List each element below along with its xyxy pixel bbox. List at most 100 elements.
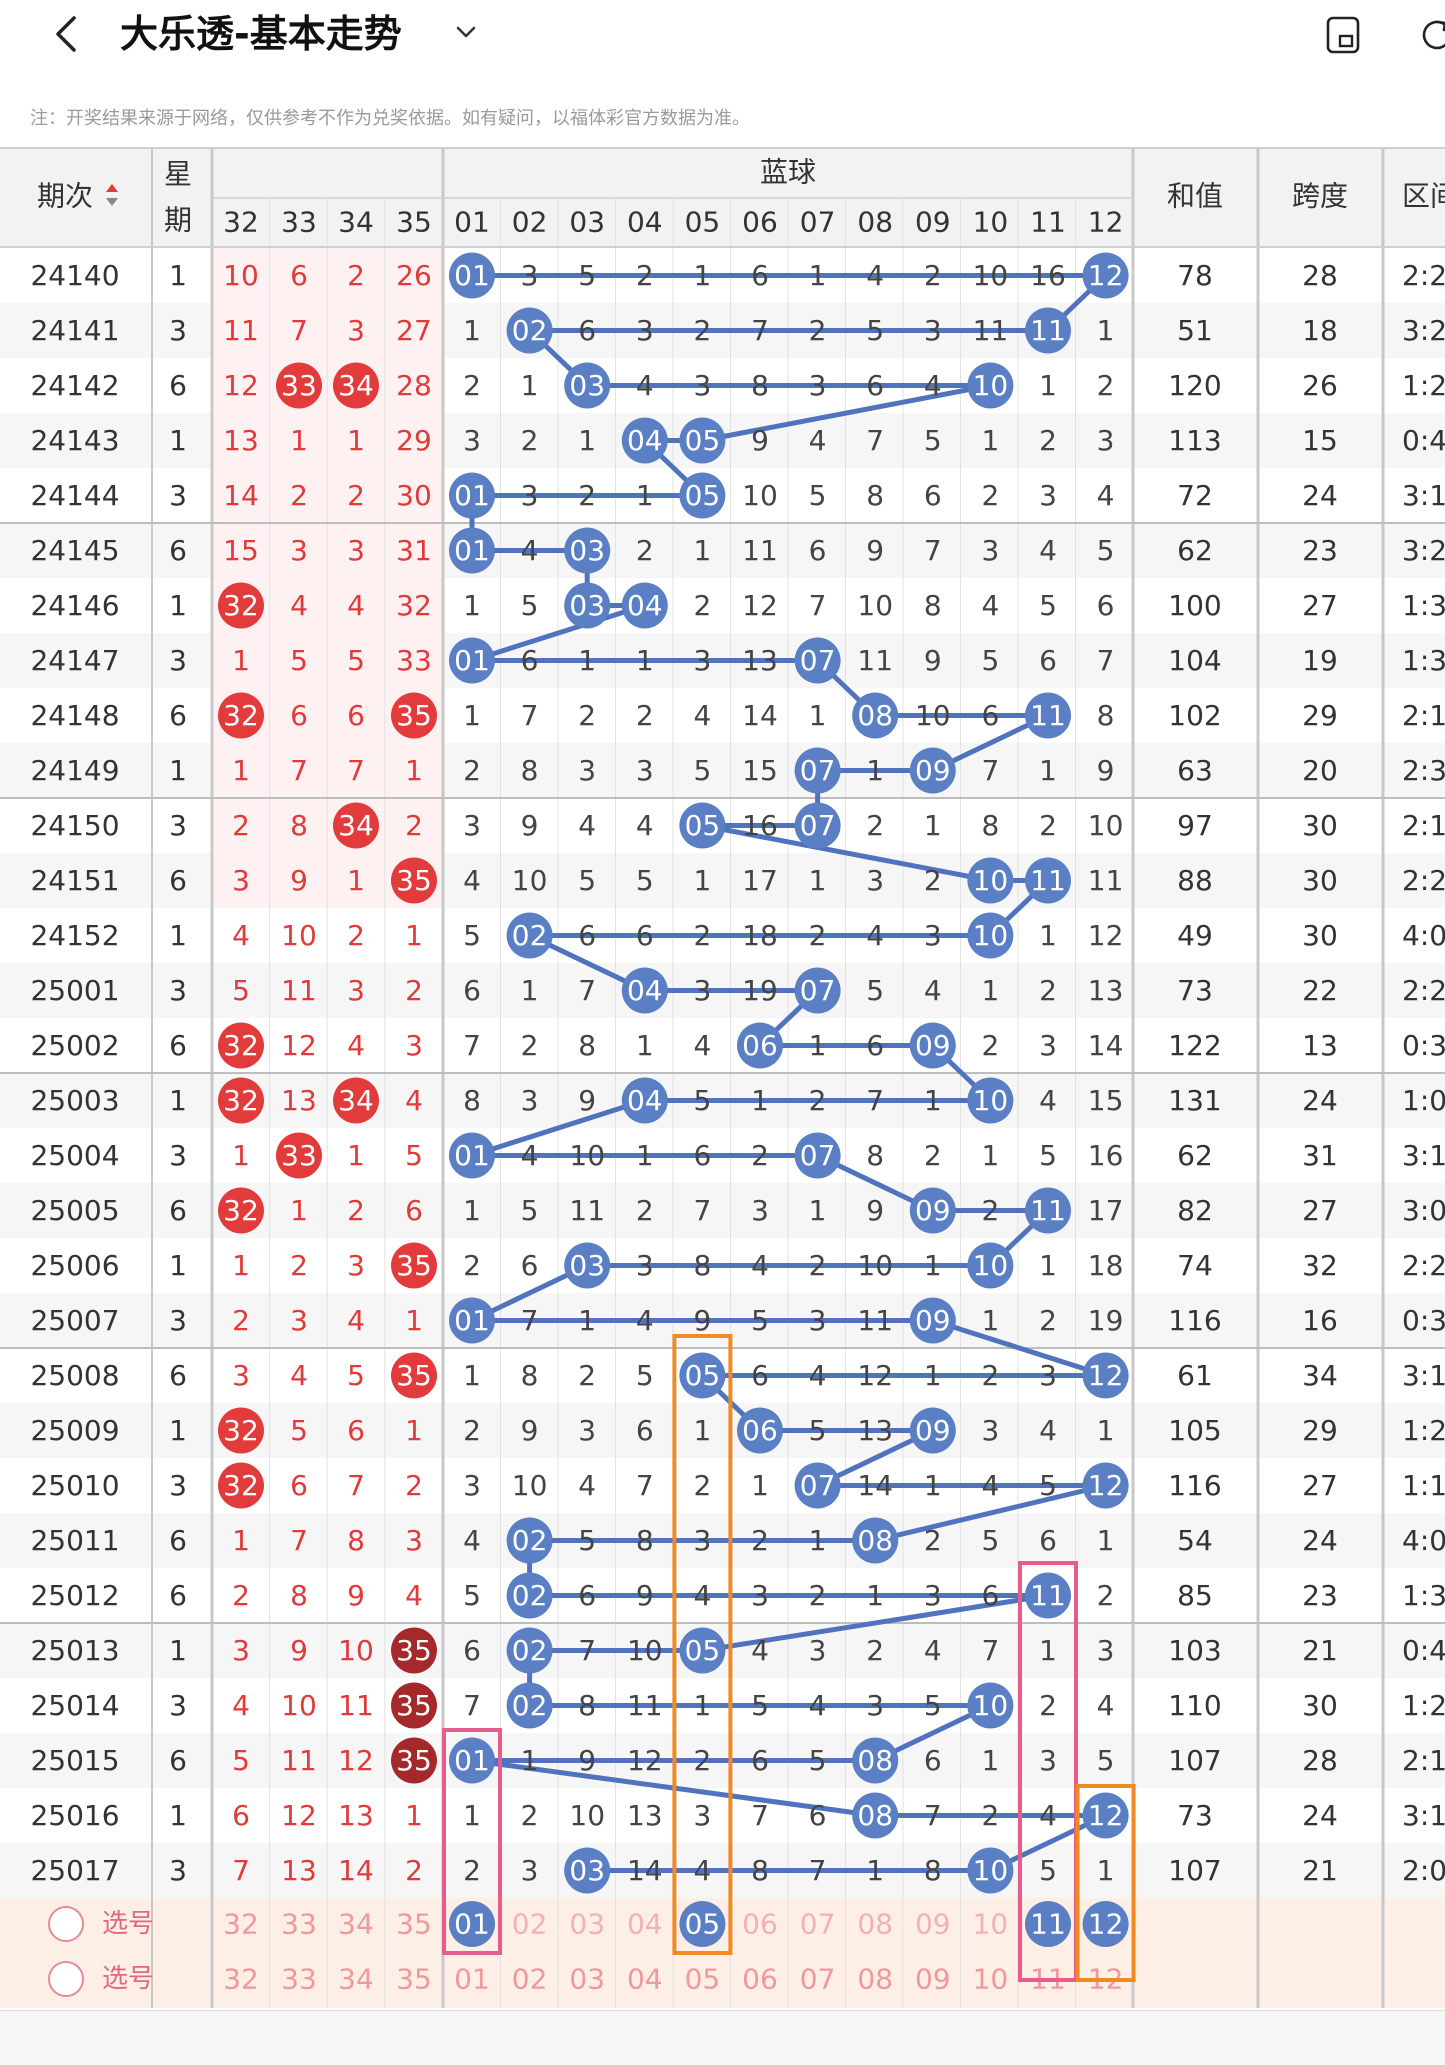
radio-circle-icon[interactable]: [48, 1961, 84, 1997]
pick-selected-ball[interactable]: [1025, 1901, 1071, 1947]
period-cell: 25014: [30, 1689, 119, 1722]
pick-selected-ball[interactable]: [449, 1901, 495, 1947]
front-miss-number: 6: [405, 1194, 423, 1227]
blue-miss-number: 4: [693, 1854, 711, 1887]
blue-hit-number: 11: [1030, 1194, 1066, 1227]
blue-hit-ball: [506, 307, 553, 354]
front-miss-number: 1: [232, 754, 250, 787]
sum-cell: 78: [1177, 259, 1213, 292]
period-cell: 25001: [30, 974, 119, 1007]
sum-cell: 122: [1168, 1029, 1221, 1062]
pick-selected-ball[interactable]: [1082, 1901, 1129, 1947]
blue-miss-number: 4: [981, 589, 999, 622]
blue-miss-number: 4: [578, 1469, 596, 1502]
front-miss-number: 28: [396, 369, 432, 402]
blue-miss-number: 1: [809, 1194, 827, 1227]
page-title[interactable]: 大乐透-基本走势: [120, 12, 402, 56]
blue-hit-number: 10: [973, 1084, 1009, 1117]
blue-hit-ball: [794, 637, 841, 684]
weekday-cell: 3: [169, 479, 187, 512]
blue-miss-number: 4: [1039, 1799, 1057, 1832]
front-miss-bg: [214, 743, 442, 798]
period-cell: 25005: [30, 1194, 119, 1227]
blue-miss-number: 2: [809, 919, 827, 952]
chevron-down-icon[interactable]: [452, 18, 480, 46]
blue-miss-number: 10: [627, 1634, 663, 1667]
blue-miss-number: 3: [693, 1799, 711, 1832]
sum-cell: 54: [1177, 1524, 1213, 1557]
zone-cell: 2:1:2: [1402, 1744, 1445, 1777]
blue-miss-number: 7: [636, 1469, 654, 1502]
blue-miss-number: 8: [981, 809, 999, 842]
blue-miss-number: 7: [981, 754, 999, 787]
blue-hit-ball: [794, 967, 841, 1014]
blue-miss-number: 11: [973, 314, 1009, 347]
pick-blue-number: 03: [569, 1963, 605, 1996]
span-cell: 21: [1302, 1634, 1338, 1667]
blue-miss-number: 6: [866, 1029, 884, 1062]
period-cell: 25008: [30, 1359, 119, 1392]
blue-miss-number: 6: [751, 1744, 769, 1777]
zone-cell: 1:2:2: [1402, 1414, 1445, 1447]
blue-miss-number: 1: [809, 864, 827, 897]
blue-miss-number: 8: [924, 589, 942, 622]
blue-miss-number: 8: [636, 1524, 654, 1557]
blue-miss-number: 2: [578, 1359, 596, 1392]
weekday-cell: 6: [169, 1029, 187, 1062]
front-miss-number: 1: [290, 424, 308, 457]
pick-blue-number: 06: [742, 1908, 778, 1941]
back-arrow-icon[interactable]: [46, 12, 90, 56]
pick-toggle-2[interactable]: [48, 1961, 84, 1997]
blue-hit-ball: [1082, 1352, 1129, 1399]
blue-hit-ball: [449, 527, 495, 574]
blue-hit-number: 02: [512, 1689, 548, 1722]
front-miss-number: 1: [347, 864, 365, 897]
radio-circle-icon[interactable]: [48, 1906, 84, 1942]
front-hit-ball: [391, 857, 437, 904]
blue-miss-number: 1: [981, 1304, 999, 1337]
blue-miss-number: 1: [693, 1689, 711, 1722]
front-miss-number: 11: [338, 1689, 374, 1722]
blue-miss-number: 2: [751, 1524, 769, 1557]
weekday-cell: 1: [169, 1634, 187, 1667]
blue-miss-number: 7: [809, 589, 827, 622]
blue-hit-number: 03: [569, 534, 605, 567]
front-miss-number: 4: [347, 589, 365, 622]
blue-miss-number: 8: [578, 1689, 596, 1722]
front-hit-number: 35: [396, 1359, 432, 1392]
pick-toggle-1[interactable]: [48, 1906, 84, 1942]
front-hit-ball: [391, 1627, 437, 1674]
pick-selected-ball[interactable]: [679, 1901, 726, 1947]
weekday-cell: 3: [169, 809, 187, 842]
front-hit-ball: [218, 582, 264, 629]
blue-hit-number: 08: [857, 1799, 893, 1832]
weekday-cell: 3: [169, 1854, 187, 1887]
front-miss-number: 27: [396, 314, 432, 347]
front-miss-number: 11: [281, 974, 317, 1007]
blue-miss-number: 4: [1039, 1414, 1057, 1447]
sum-cell: 105: [1168, 1414, 1221, 1447]
blue-hit-number: 12: [1088, 1799, 1124, 1832]
blue-hit-number: 09: [915, 1194, 951, 1227]
zone-cell: 3:1:1: [1402, 1359, 1445, 1392]
blue-hit-number: 02: [512, 1524, 548, 1557]
span-cell: 24: [1302, 1524, 1338, 1557]
span-cell: 19: [1302, 644, 1338, 677]
phone-layout-icon[interactable]: [1322, 14, 1364, 56]
blue-miss-number: 5: [751, 1304, 769, 1337]
sum-cell: 102: [1168, 699, 1221, 732]
refresh-icon[interactable]: [1416, 14, 1445, 56]
blue-miss-number: 1: [751, 1469, 769, 1502]
span-cell: 29: [1302, 699, 1338, 732]
blue-miss-number: 8: [1097, 699, 1115, 732]
blue-hit-number: 03: [569, 369, 605, 402]
blue-hit-number: 09: [915, 1304, 951, 1337]
weekday-header-1: 星: [164, 158, 192, 191]
blue-miss-number: 2: [636, 699, 654, 732]
front-miss-number: 4: [405, 1579, 423, 1612]
blue-hit-ball: [967, 1847, 1014, 1894]
front-miss-number: 5: [347, 1359, 365, 1392]
span-cell: 21: [1302, 1854, 1338, 1887]
blue-miss-number: 1: [866, 1854, 884, 1887]
sort-up-down-icon[interactable]: [106, 184, 118, 206]
